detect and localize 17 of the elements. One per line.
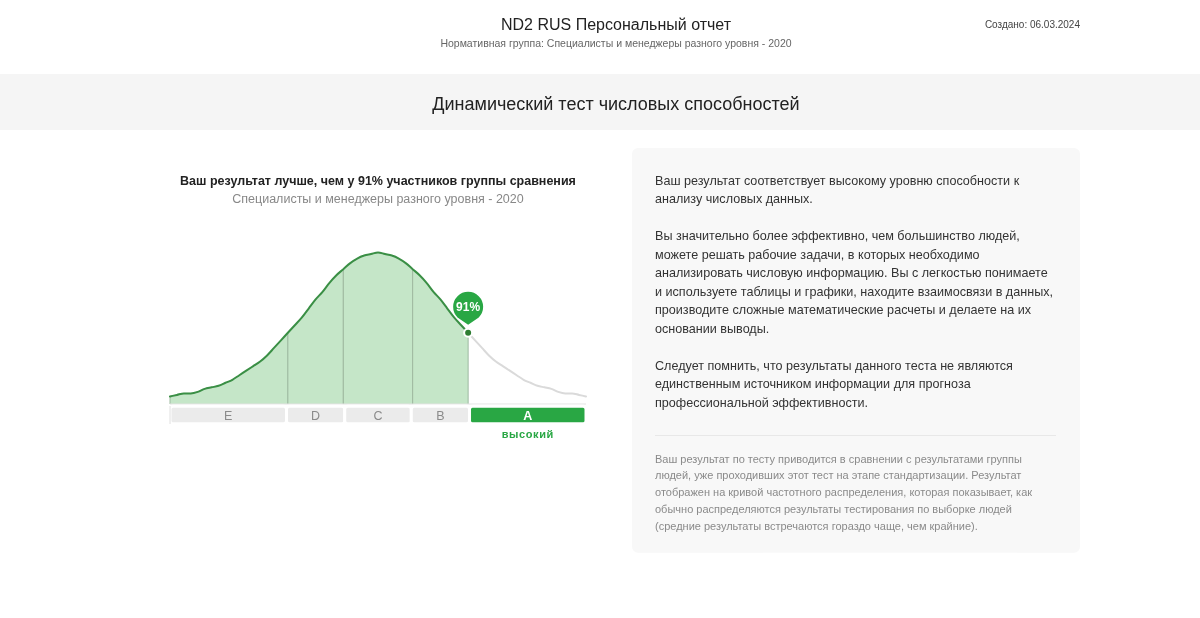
text: Динамический тест числовых способностей [432,94,800,114]
text: Вы значительно более эффективно, чем большинство людей, можете решать рабочие задачи, в которых необходимо анализировать числовую информацию. Вы с легкостью понимаете и используете таблицы и графики, находите взаимосвязи в данных, производите сложные математические расчеты и делаете на их основании выводы. [655,229,1053,336]
series-label: B [436,408,445,423]
text: Создано: 06.03.2024 [984,19,1081,30]
series-label: E [224,408,233,423]
chart-title: Ваш результат лучше, чем у 91% участников группы сравнения [180,174,576,188]
text: высокий [501,428,554,440]
annotation: 91% [456,300,481,315]
text: Нормативная группа: Специалисты и менеджеры разного уровня - 2020 [440,37,792,49]
series-label: D [311,408,321,423]
chart-subtitle: Специалисты и менеджеры разного уровня - 2020 [232,192,524,206]
text: Ваш результат соответствует высокому уровню способности к анализу числовых данных. [655,173,1020,206]
text: Следует помнить, что результаты данного теста не являются единственным источником информации для прогноза профессиональной эффективности. [655,358,1013,410]
text: Ваш результат по тесту приводится в сравнении с результатами группы людей, уже проходивших этот тест на этапе стандартизации. Результат отображен на кривой частотного распределения, которая показывает, как обычно распределяются результаты тестирования по выборке людей (средние результаты встречаются гораздо чаще, чем крайние). [655,452,1033,532]
text: ND2 RUS Персональный отчет [500,16,732,33]
series-label: A [523,408,533,423]
series-label: C [373,408,383,423]
